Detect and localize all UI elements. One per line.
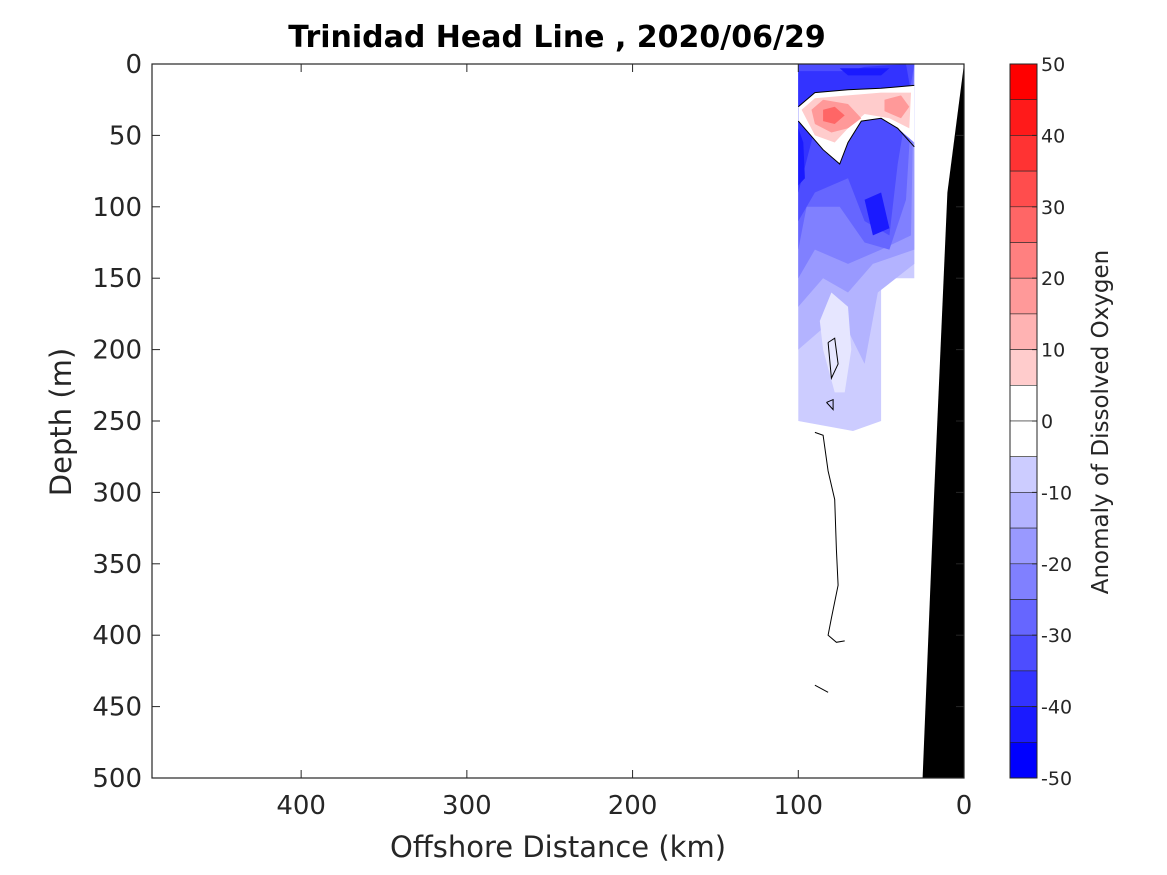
colorbar-band-14 (1009, 563, 1038, 600)
colorbar-band-8 (1009, 349, 1038, 386)
x-tick-label-0: 0 (956, 791, 973, 821)
colorbar-band-10 (1009, 420, 1038, 458)
y-tick-label-350: 350 (92, 550, 142, 580)
y-axis-label: Depth (m) (44, 348, 78, 496)
colorbar: 50 40 30 20 10 0 -10 -20 -30 -40 -50 (1009, 54, 1072, 790)
y-tick-label-400: 400 (92, 621, 142, 651)
colorbar-tick-label-50: 50 (1041, 54, 1065, 76)
colorbar-tick-label--40: -40 (1041, 697, 1072, 719)
y-tick-label-100: 100 (92, 193, 142, 223)
colorbar-band-13 (1009, 527, 1038, 565)
colorbar-band-0 (1009, 63, 1038, 101)
x-tick-label-300: 300 (442, 791, 492, 821)
colorbar-band-16 (1009, 634, 1038, 672)
colorbar-band-9 (1009, 384, 1038, 422)
colorbar-band-2 (1009, 135, 1038, 172)
colorbar-tick-label-30: 30 (1041, 197, 1065, 219)
colorbar-tick-label--20: -20 (1041, 554, 1072, 576)
zero-contour-0 (797, 84, 915, 108)
y-tick-label-500: 500 (92, 764, 142, 794)
zero-contour-4 (814, 431, 845, 643)
colorbar-tick-label-0: 0 (1041, 411, 1053, 433)
zero-contours (797, 84, 915, 693)
zero-contour-5 (814, 684, 829, 693)
contour-region-14 (823, 106, 845, 124)
x-tick-label-400: 400 (276, 791, 326, 821)
contour-region-9 (864, 192, 890, 236)
zero-contour-3 (826, 398, 834, 411)
x-axis-label: Offshore Distance (km) (390, 830, 726, 864)
chart-title: Trinidad Head Line , 2020/06/29 (288, 20, 825, 55)
y-tick-label-300: 300 (92, 478, 142, 508)
colorbar-band-5 (1009, 242, 1038, 279)
colorbar-label: Anomaly of Dissolved Oxygen (1088, 250, 1114, 595)
contour-region-7 (798, 128, 805, 186)
colorbar-band-15 (1009, 599, 1038, 636)
colorbar-band-4 (1009, 206, 1038, 243)
y-tick-label-0: 0 (125, 50, 142, 80)
colorbar-band-11 (1009, 456, 1038, 493)
colorbar-tick-label--10: -10 (1041, 482, 1072, 504)
y-tick-label-150: 150 (92, 264, 142, 294)
seafloor-polygon (922, 64, 964, 778)
zero-contour-2 (827, 337, 839, 381)
colorbar-band-18 (1009, 706, 1038, 743)
y-tick-label-450: 450 (92, 693, 142, 723)
colorbar-band-12 (1009, 492, 1038, 529)
colorbar-band-19 (1009, 741, 1038, 779)
x-tick-label-200: 200 (608, 791, 658, 821)
colorbar-tick-label--50: -50 (1041, 768, 1072, 790)
x-tick-label-100: 100 (773, 791, 823, 821)
plot-area (798, 64, 915, 431)
colorbar-band-3 (1009, 170, 1038, 208)
colorbar-band-6 (1009, 277, 1038, 315)
colorbar-band-1 (1009, 99, 1038, 136)
colorbar-band-17 (1009, 670, 1038, 707)
seafloor (922, 64, 964, 778)
y-axis: 0 50 100 150 200 250 300 350 400 450 500 (92, 50, 964, 794)
x-axis: 400 300 200 100 0 (276, 64, 972, 821)
colorbar-tick-label-10: 10 (1041, 340, 1065, 362)
contour-region-8 (839, 68, 890, 76)
contour-region-13 (884, 95, 910, 119)
zero-contour-1 (797, 117, 915, 165)
colorbar-band-7 (1009, 313, 1038, 350)
colorbar-tick-label-20: 20 (1041, 268, 1065, 290)
colorbar-tick-label-40: 40 (1041, 125, 1065, 147)
y-tick-label-50: 50 (109, 121, 142, 151)
colorbar-tick-label--30: -30 (1041, 625, 1072, 647)
y-tick-label-200: 200 (92, 336, 142, 366)
y-tick-label-250: 250 (92, 407, 142, 437)
